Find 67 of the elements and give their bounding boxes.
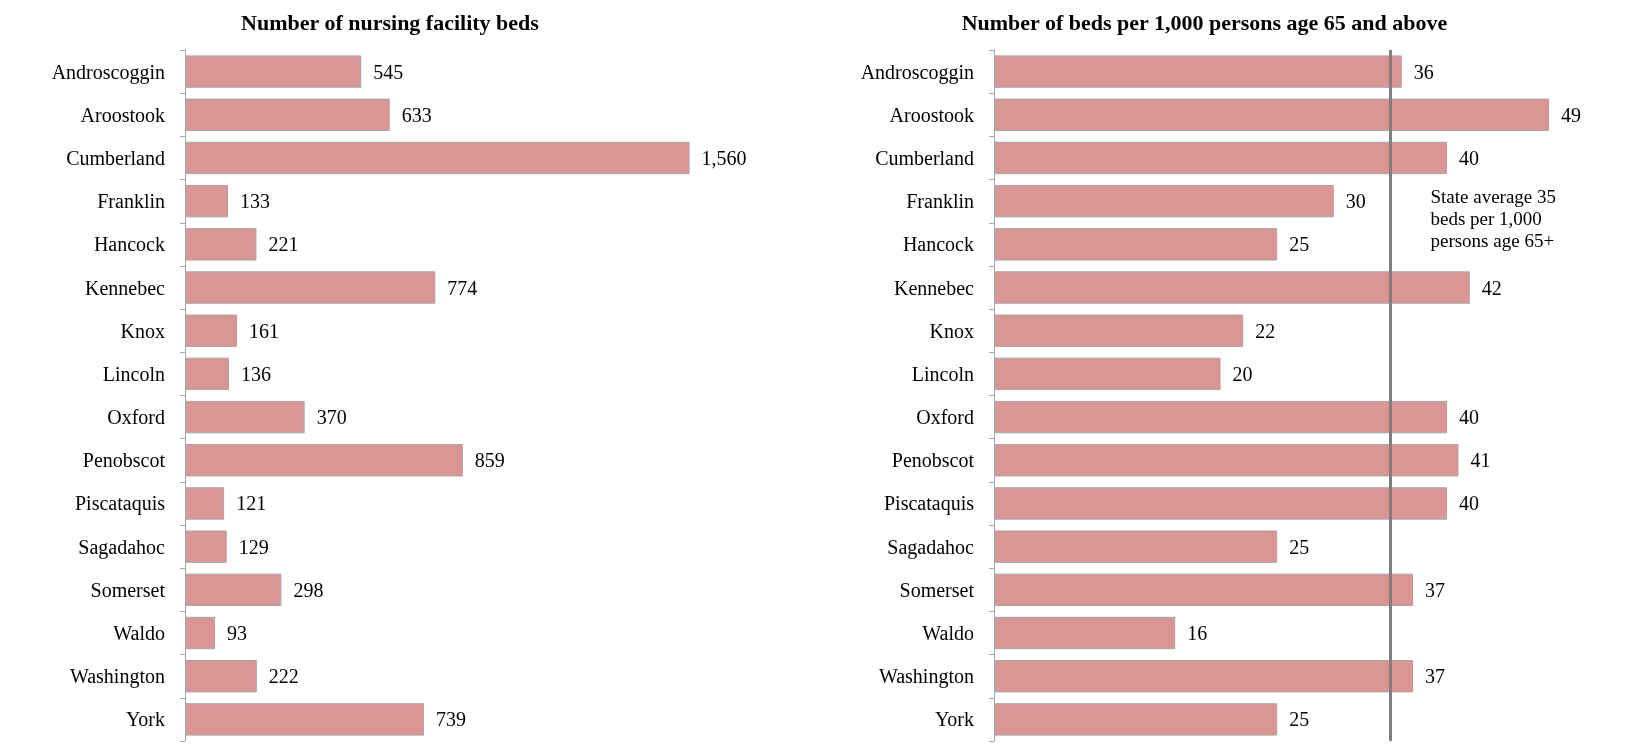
- y-tick-label: Kennebec: [85, 276, 166, 299]
- y-tick-label: Somerset: [90, 578, 166, 601]
- data-label: 25: [1289, 233, 1310, 256]
- data-label: 25: [1289, 708, 1310, 731]
- y-tick-label: Franklin: [906, 190, 974, 213]
- y-tick-label: Hancock: [93, 233, 165, 256]
- y-tick-label: Piscataquis: [75, 492, 166, 516]
- chart-title: Number of beds per 1,000 persons age 65 and above: [961, 9, 1448, 35]
- data-label: 121: [236, 492, 267, 515]
- data-label: 222: [268, 665, 299, 688]
- chart-title: Number of nursing facility beds: [241, 9, 540, 35]
- y-tick-label: Androscoggin: [860, 60, 974, 84]
- y-tick-label: Aroostook: [889, 103, 974, 126]
- data-label: 93: [227, 622, 248, 645]
- data-label: 49: [1561, 103, 1582, 126]
- data-label: 774: [447, 276, 478, 299]
- data-label: 298: [293, 578, 324, 601]
- y-tick-label: Oxford: [916, 406, 974, 429]
- data-label: 545: [373, 60, 404, 83]
- data-label: 16: [1187, 622, 1208, 645]
- data-label: 221: [268, 233, 299, 256]
- y-tick-label: Piscataquis: [884, 492, 975, 516]
- y-tick-label: Somerset: [899, 578, 975, 601]
- y-tick-label: Waldo: [922, 622, 974, 645]
- y-tick-label: Sagadahoc: [887, 535, 975, 559]
- data-label: 136: [240, 362, 271, 385]
- y-tick-label: Sagadahoc: [78, 535, 166, 559]
- y-tick-label: Penobscot: [891, 449, 975, 472]
- y-tick-label: Franklin: [97, 190, 165, 213]
- y-tick-label: Knox: [120, 319, 165, 342]
- y-tick-label: Waldo: [113, 622, 165, 645]
- data-label: 133: [240, 190, 271, 213]
- ref-line-label: State average 35 beds per 1,000 persons age 65+: [1430, 185, 1561, 251]
- y-tick-label: Cumberland: [66, 146, 165, 169]
- data-label: 22: [1255, 319, 1276, 342]
- data-label: 739: [436, 708, 467, 731]
- data-label: 20: [1232, 362, 1253, 385]
- data-label: 859: [474, 449, 505, 472]
- y-tick-label: Lincoln: [911, 362, 974, 385]
- data-label: 633: [401, 103, 432, 126]
- y-tick-label: Cumberland: [875, 146, 974, 169]
- data-label: 370: [316, 406, 347, 429]
- y-tick-label: Lincoln: [102, 362, 165, 385]
- y-tick-label: Kennebec: [894, 276, 975, 299]
- data-label: 40: [1459, 492, 1480, 515]
- data-label: 30: [1345, 190, 1366, 213]
- data-label: 42: [1481, 276, 1502, 299]
- y-tick-label: York: [934, 708, 974, 731]
- y-tick-label: Aroostook: [80, 103, 165, 126]
- data-label: 1,560: [701, 146, 747, 169]
- data-label: 40: [1459, 146, 1480, 169]
- y-tick-label: Washington: [69, 665, 165, 689]
- y-tick-label: Penobscot: [82, 449, 166, 472]
- data-label: 37: [1425, 665, 1446, 688]
- data-label: 36: [1413, 60, 1434, 83]
- data-label: 161: [249, 319, 280, 342]
- y-tick-label: Washington: [878, 665, 974, 689]
- data-label: 37: [1425, 578, 1446, 601]
- y-tick-label: Hancock: [902, 233, 974, 256]
- data-label: 25: [1289, 535, 1310, 558]
- data-label: 129: [238, 535, 269, 558]
- data-label: 40: [1459, 406, 1480, 429]
- data-label: 41: [1470, 449, 1491, 472]
- y-tick-label: Androscoggin: [51, 60, 165, 84]
- y-tick-label: York: [125, 708, 165, 731]
- y-tick-label: Knox: [929, 319, 974, 342]
- y-tick-label: Oxford: [107, 406, 165, 429]
